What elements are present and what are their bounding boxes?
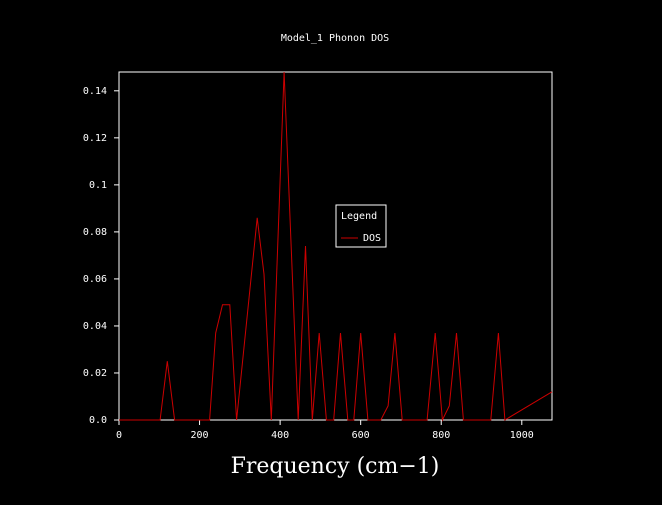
series-layer [119, 71, 553, 422]
y-axis: 0.0 0.02 0.04 0.06 0.08 0.1 0.12 0.14 [83, 86, 119, 426]
x-tick-label: 1000 [510, 430, 534, 441]
legend: Legend DOS [335, 204, 387, 248]
legend-entry-dos: DOS [363, 233, 381, 244]
y-tick-label: 0.06 [83, 274, 107, 285]
legend-box [335, 204, 387, 248]
x-tick-label: 600 [352, 430, 370, 441]
y-tick-label: 0.14 [83, 86, 107, 97]
series-line-dos [119, 71, 553, 422]
x-axis-label: Frequency (cm−1) [231, 454, 440, 479]
y-tick-label: 0.1 [89, 180, 107, 191]
y-tick-label: 0.04 [83, 321, 107, 332]
x-tick-label: 200 [191, 430, 209, 441]
x-axis: 0 200 400 600 800 1000 [116, 420, 534, 441]
x-tick-label: 800 [432, 430, 450, 441]
chart-title: Model_1 Phonon DOS [281, 33, 389, 44]
x-tick-label: 400 [271, 430, 289, 441]
x-tick-label: 0 [116, 430, 122, 441]
legend-title: Legend [341, 211, 377, 222]
plot-frame [118, 71, 553, 421]
y-tick-label: 0.12 [83, 133, 107, 144]
y-tick-label: 0.02 [83, 368, 107, 379]
y-tick-label: 0.08 [83, 227, 107, 238]
y-tick-label: 0.0 [89, 415, 107, 426]
